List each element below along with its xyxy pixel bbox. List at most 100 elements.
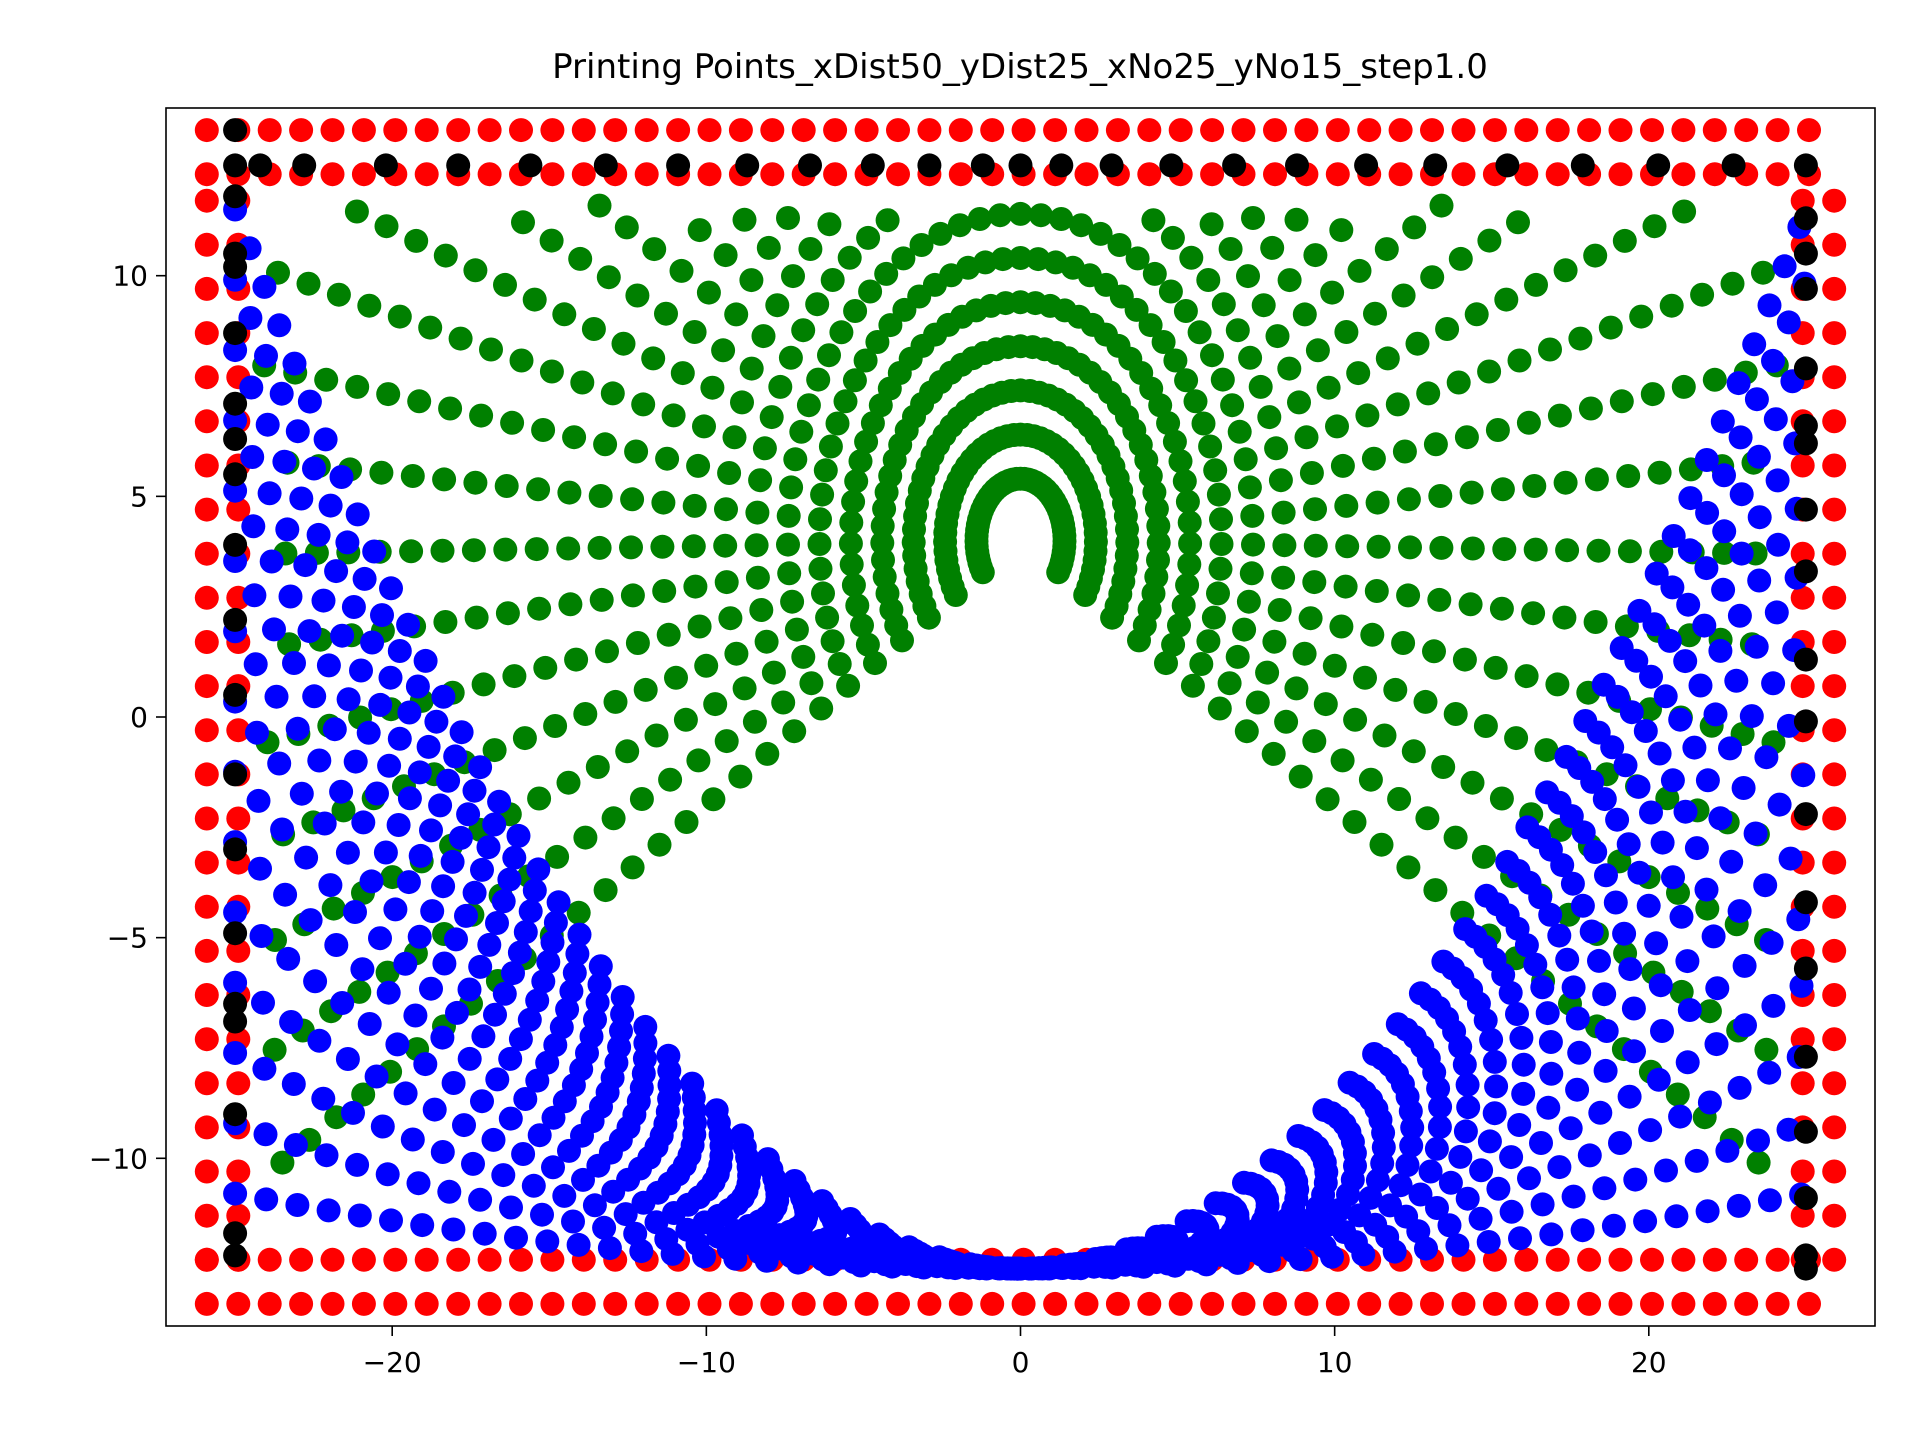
green-point (1583, 610, 1608, 634)
green-point (1179, 245, 1204, 270)
blue-point (1395, 1153, 1420, 1178)
blue-point (522, 878, 547, 903)
red-point (760, 162, 785, 187)
green-point (448, 326, 473, 351)
green-point (1553, 258, 1578, 283)
green-point (1141, 208, 1166, 233)
blue-point (1676, 592, 1701, 617)
blue-point (1037, 1256, 1062, 1281)
green-point (495, 601, 520, 626)
blue-point (571, 1167, 595, 1192)
red-point (1822, 585, 1847, 610)
red-point (1822, 409, 1847, 434)
green-point (326, 282, 351, 307)
green-point (1245, 690, 1270, 715)
green-point (1330, 453, 1355, 478)
blue-point (370, 1114, 395, 1139)
blue-point (1530, 975, 1555, 1000)
green-point (1616, 464, 1641, 488)
blue-point (316, 653, 341, 678)
green-point (1206, 482, 1231, 507)
black-point (970, 153, 995, 178)
green-point (1325, 414, 1349, 439)
black-point (1793, 153, 1818, 178)
green-point (1251, 293, 1276, 318)
blue-point (1561, 1184, 1586, 1209)
blue-point (498, 1106, 523, 1131)
blue-point (1624, 648, 1649, 673)
green-point (1655, 786, 1680, 811)
red-point (1325, 1291, 1350, 1316)
green-point (1209, 507, 1233, 532)
green-point (600, 381, 625, 406)
blue-point (1538, 902, 1563, 927)
green-point (1460, 770, 1485, 795)
blue-point (306, 522, 331, 547)
red-point (1790, 541, 1815, 566)
green-point (463, 470, 488, 495)
y-tick-label: 0 (130, 701, 148, 734)
green-point (1265, 324, 1290, 349)
blue-point (223, 900, 248, 925)
blue-point (407, 924, 432, 949)
blue-point (1517, 1166, 1541, 1191)
green-point (588, 484, 613, 508)
green-point (1277, 356, 1302, 381)
green-point (277, 632, 302, 657)
green-point (1046, 560, 1071, 585)
blue-point (541, 1155, 565, 1180)
blue-point (1592, 982, 1617, 1007)
blue-point (1654, 1158, 1678, 1183)
green-point (345, 374, 370, 399)
blue-point (223, 970, 248, 995)
green-point (809, 696, 834, 721)
red-point (760, 1291, 785, 1316)
black-point (223, 762, 248, 787)
red-point (1011, 118, 1036, 143)
blue-point (1612, 921, 1637, 946)
green-point (863, 651, 887, 676)
green-point (1088, 221, 1113, 246)
blue-point (472, 1221, 497, 1246)
blue-point (223, 338, 248, 363)
green-point (1401, 739, 1426, 764)
blue-point (422, 1097, 447, 1122)
green-point (1261, 741, 1286, 766)
green-point (909, 233, 934, 257)
green-point (1584, 467, 1609, 492)
blue-point (1613, 753, 1638, 778)
green-point (1178, 531, 1203, 556)
green-point (1172, 469, 1197, 494)
green-point (1524, 272, 1548, 297)
red-point (414, 1247, 439, 1272)
green-point (314, 367, 339, 392)
green-point (430, 538, 455, 563)
green-point (878, 313, 903, 338)
blue-point (318, 493, 343, 518)
red-point (1640, 1291, 1664, 1316)
red-point (1822, 630, 1847, 654)
green-point (1008, 201, 1033, 226)
green-point (1361, 446, 1386, 471)
red-point (1168, 1291, 1193, 1316)
blue-point (1742, 332, 1767, 357)
blue-point (1600, 735, 1625, 760)
green-point (742, 709, 767, 734)
blue-point (462, 880, 487, 905)
red-point (1671, 118, 1696, 143)
black-point (373, 153, 398, 178)
blue-point (1100, 1255, 1125, 1280)
blue-point (1712, 463, 1736, 488)
blue-point (408, 843, 433, 868)
red-point (1822, 541, 1847, 566)
blue-point (1761, 348, 1785, 373)
blue-point (1726, 371, 1751, 396)
green-point (1586, 538, 1611, 563)
green-point (1158, 279, 1183, 304)
red-point (194, 453, 219, 478)
green-point (1187, 320, 1212, 345)
blue-point (1653, 684, 1678, 709)
blue-point (322, 717, 347, 742)
green-point (1690, 282, 1715, 307)
blue-point (1644, 931, 1669, 956)
